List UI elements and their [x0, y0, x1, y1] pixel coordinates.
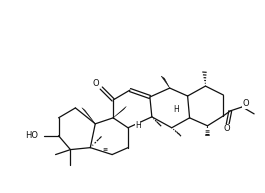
Text: ≡: ≡	[103, 146, 108, 151]
Polygon shape	[205, 126, 209, 136]
Text: ≡: ≡	[205, 128, 210, 133]
Text: O: O	[223, 124, 230, 133]
Polygon shape	[82, 108, 95, 124]
Text: O: O	[93, 79, 100, 88]
Polygon shape	[113, 106, 126, 118]
Text: H: H	[173, 105, 179, 114]
Polygon shape	[161, 76, 170, 88]
Text: HO: HO	[25, 131, 38, 140]
Text: H: H	[135, 121, 141, 130]
Text: O: O	[243, 99, 249, 108]
